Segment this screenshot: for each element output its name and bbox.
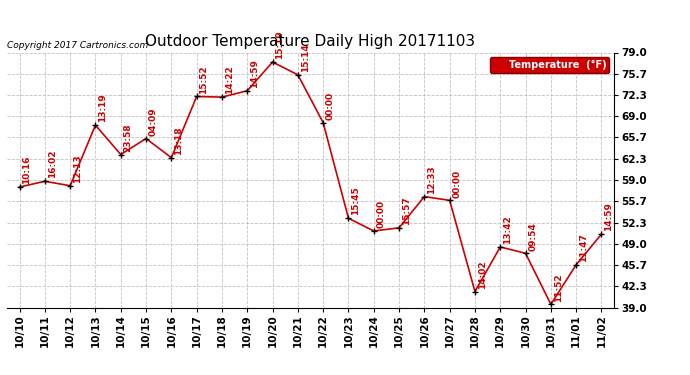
Text: 09:54: 09:54 (529, 222, 538, 251)
Text: 15:52: 15:52 (199, 65, 208, 94)
Text: 04:09: 04:09 (149, 107, 158, 136)
Text: 23:58: 23:58 (124, 123, 132, 152)
Text: 15:45: 15:45 (351, 187, 360, 216)
Text: 16:02: 16:02 (48, 150, 57, 178)
Text: 11:52: 11:52 (553, 273, 562, 302)
Text: 15:14: 15:14 (301, 43, 310, 72)
Text: 00:00: 00:00 (377, 200, 386, 228)
Text: 14:59: 14:59 (604, 202, 613, 231)
Text: 14:02: 14:02 (477, 260, 486, 289)
Text: 14:59: 14:59 (250, 59, 259, 88)
Text: 00:00: 00:00 (453, 170, 462, 198)
Text: 14:22: 14:22 (225, 66, 234, 94)
Legend: Temperature  (°F): Temperature (°F) (490, 57, 609, 73)
Text: 12:13: 12:13 (73, 154, 82, 183)
Text: 11:47: 11:47 (579, 233, 588, 262)
Text: 13:42: 13:42 (503, 215, 512, 244)
Text: 00:00: 00:00 (326, 92, 335, 120)
Text: 10:16: 10:16 (22, 156, 31, 184)
Text: 15:19: 15:19 (275, 30, 284, 59)
Text: 13:19: 13:19 (98, 94, 107, 122)
Text: 15:57: 15:57 (402, 196, 411, 225)
Text: 13:18: 13:18 (174, 126, 183, 155)
Text: Copyright 2017 Cartronics.com: Copyright 2017 Cartronics.com (7, 41, 148, 50)
Title: Outdoor Temperature Daily High 20171103: Outdoor Temperature Daily High 20171103 (146, 33, 475, 48)
Text: 12:33: 12:33 (427, 165, 436, 194)
